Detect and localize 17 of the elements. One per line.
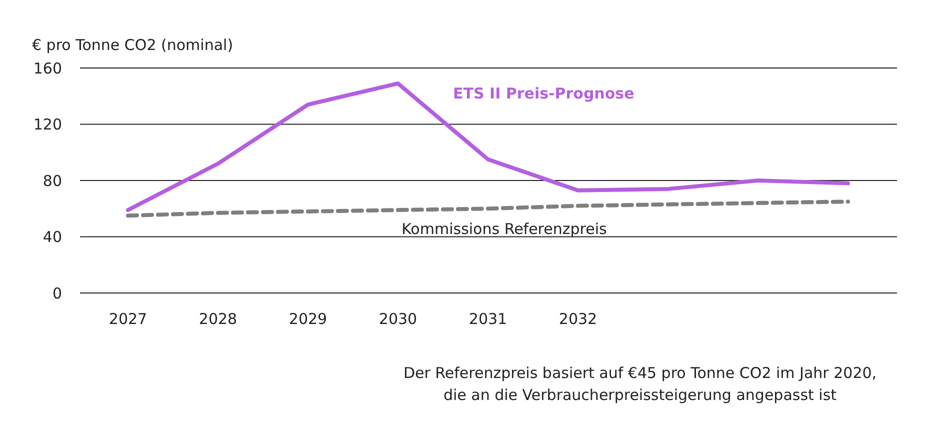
y-tick-label: 40 — [42, 228, 62, 246]
y-tick-label: 120 — [33, 116, 62, 134]
x-tick-label: 2029 — [288, 310, 328, 328]
x-tick-label: 2027 — [108, 310, 148, 328]
y-tick-label: 160 — [33, 59, 62, 78]
series-label: ETS II Preis-Prognose — [453, 84, 634, 102]
series-label: Kommissions Referenzpreis — [402, 220, 608, 238]
y-tick-label: 0 — [52, 284, 62, 302]
x-tick-label: 2028 — [198, 310, 238, 328]
line-series — [126, 200, 850, 218]
x-tick-label: 2032 — [558, 310, 598, 328]
y-axis-title: € pro Tonne CO2 (nominal) — [32, 36, 234, 54]
x-tick-label: 2031 — [468, 310, 508, 328]
x-tick-label: 2030 — [378, 310, 418, 328]
y-tick-label: 80 — [42, 172, 62, 190]
text: Der Referenzpreis basiert auf €45 pro Tonne CO2 im Jahr 2020, die an die Verbraucherpreissteigerung angepasst ist — [403, 364, 877, 404]
line-series — [126, 81, 850, 212]
